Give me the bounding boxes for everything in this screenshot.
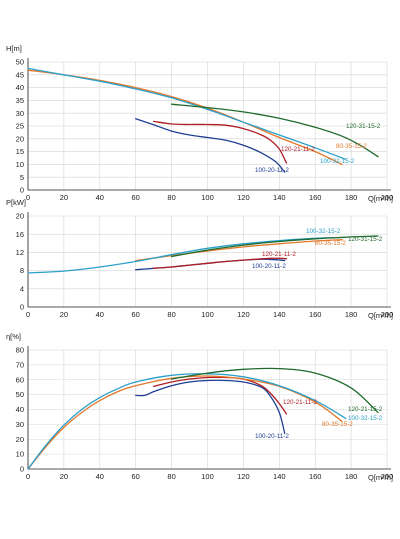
series-line-120-21-11-2 bbox=[152, 257, 288, 269]
x-tick-label: 0 bbox=[26, 193, 30, 202]
y-tick-label: 10 bbox=[16, 160, 24, 169]
curve-label-120-21-15-2: 120-21-15-2 bbox=[348, 406, 383, 413]
x-tick-label: 40 bbox=[96, 193, 104, 202]
y-tick-label: 12 bbox=[16, 248, 24, 257]
y-tick-label: 50 bbox=[16, 390, 24, 399]
x-tick-label: 200 bbox=[381, 310, 394, 319]
series-line-120-31-15-2 bbox=[170, 235, 379, 258]
series-line-80-35-15-2 bbox=[135, 239, 343, 262]
y-tick-label: 45 bbox=[16, 70, 24, 79]
x-tick-label: 180 bbox=[345, 472, 358, 481]
x-tick-label: 140 bbox=[273, 193, 286, 202]
y-tick-label: 20 bbox=[16, 134, 24, 143]
x-tick-label: 100 bbox=[201, 310, 214, 319]
y-tick-label: 0 bbox=[20, 465, 24, 474]
x-tick-label: 160 bbox=[309, 310, 322, 319]
x-tick-label: 40 bbox=[96, 310, 104, 319]
curve-label-120-21-11-2: 120-21-11-2 bbox=[283, 399, 317, 406]
x-tick-label: 80 bbox=[167, 193, 175, 202]
y-tick-label: 70 bbox=[16, 360, 24, 369]
y-tick-label: 40 bbox=[16, 405, 24, 414]
y-tick-label: 20 bbox=[16, 212, 24, 221]
x-tick-label: 80 bbox=[167, 472, 175, 481]
y-axis-label: H[m] bbox=[6, 44, 22, 53]
curve-label-80-35-15-2: 80-35-15-2 bbox=[315, 240, 346, 247]
y-axis-label: P[kW] bbox=[6, 198, 26, 207]
x-tick-label: 180 bbox=[345, 193, 358, 202]
series-line-120-31-15-2 bbox=[170, 103, 379, 158]
x-tick-label: 20 bbox=[60, 310, 68, 319]
y-tick-label: 30 bbox=[16, 420, 24, 429]
y-axis-label: η[%] bbox=[6, 332, 21, 341]
curve-label-120-31-15-2: 120-31-15-2 bbox=[348, 236, 383, 243]
x-tick-label: 0 bbox=[26, 310, 30, 319]
series-line-120-31-15-2 bbox=[170, 367, 379, 414]
x-tick-label: 20 bbox=[60, 193, 68, 202]
y-tick-label: 5 bbox=[20, 173, 24, 182]
y-tick-label: 25 bbox=[16, 122, 24, 131]
x-tick-label: 80 bbox=[167, 310, 175, 319]
y-tick-label: 0 bbox=[20, 186, 24, 195]
chart-panel-2: 0 20 40 60 80 100 120 140 160 180 200 0 4 8 12 16 20 P[kW… bbox=[6, 198, 393, 320]
curve-label-100-20-11-2: 100-20-11-2 bbox=[252, 263, 286, 270]
curve-label-100-32-15-2: 100-32-15-2 bbox=[306, 228, 341, 235]
curve-label-120-21-11-2: 120-21-11-2 bbox=[281, 146, 315, 153]
curve-label-100-20-11-2: 100-20-11-2 bbox=[255, 167, 289, 174]
x-tick-label: 160 bbox=[309, 193, 322, 202]
x-tick-label: 200 bbox=[381, 472, 394, 481]
x-tick-label: 120 bbox=[237, 310, 250, 319]
x-axis-label: Q[m³/h] bbox=[368, 311, 393, 320]
y-tick-label: 40 bbox=[16, 83, 24, 92]
series-line-100-20-11-2 bbox=[135, 118, 286, 173]
x-tick-label: 160 bbox=[309, 472, 322, 481]
y-tick-label: 8 bbox=[20, 266, 24, 275]
x-tick-label: 120 bbox=[237, 193, 250, 202]
y-tick-label: 15 bbox=[16, 147, 24, 156]
x-tick-label: 40 bbox=[96, 472, 104, 481]
curve-label-80-35-15-2: 80-35-15-2 bbox=[322, 421, 353, 428]
curve-label-100-32-15-2: 100-32-15-2 bbox=[320, 158, 355, 165]
x-tick-label: 140 bbox=[273, 472, 286, 481]
chart-panel-1: 0 20 40 60 80 100 120 140 160 180 200 0 5 10 15 20 25 30 3… bbox=[6, 44, 393, 203]
x-tick-label: 60 bbox=[132, 310, 140, 319]
y-tick-label: 30 bbox=[16, 109, 24, 118]
x-tick-label: 140 bbox=[273, 310, 286, 319]
x-tick-label: 100 bbox=[201, 193, 214, 202]
x-tick-label: 120 bbox=[237, 472, 250, 481]
series-line-120-21-11-2 bbox=[152, 120, 288, 164]
curve-label-120-21-11-2: 120-21-11-2 bbox=[262, 251, 296, 258]
chart-panel-3: 0 20 40 60 80 100 120 140 160 180 200 0 10 20 30 40 50 60… bbox=[6, 332, 393, 482]
y-tick-label: 10 bbox=[16, 450, 24, 459]
y-tick-label: 4 bbox=[20, 284, 24, 293]
x-tick-label: 0 bbox=[26, 472, 30, 481]
x-tick-label: 200 bbox=[381, 193, 394, 202]
y-tick-label: 16 bbox=[16, 230, 24, 239]
x-tick-label: 60 bbox=[132, 193, 140, 202]
y-tick-label: 0 bbox=[20, 303, 24, 312]
series-line-100-32-15-2 bbox=[27, 373, 347, 470]
series-line-80-35-15-2 bbox=[27, 375, 343, 470]
x-axis-label: Q[m³/h] bbox=[368, 194, 393, 203]
curve-label-120-31-15-2: 120-31-15-2 bbox=[346, 123, 381, 130]
x-tick-label: 180 bbox=[345, 310, 358, 319]
x-tick-label: 60 bbox=[132, 472, 140, 481]
series-line-100-32-15-2 bbox=[27, 236, 347, 274]
series-line-100-32-15-2 bbox=[27, 67, 347, 160]
x-tick-label: 100 bbox=[201, 472, 214, 481]
y-tick-label: 80 bbox=[16, 346, 24, 355]
y-tick-label: 20 bbox=[16, 435, 24, 444]
curve-label-100-32-15-2: 100-32-15-2 bbox=[348, 415, 383, 422]
y-tick-label: 35 bbox=[16, 96, 24, 105]
curve-label-100-20-11-2: 100-20-11-2 bbox=[255, 433, 289, 440]
series-line-100-20-11-2 bbox=[135, 379, 286, 434]
y-tick-label: 50 bbox=[16, 58, 24, 67]
curve-label-80-35-15-2: 80-35-15-2 bbox=[336, 143, 367, 150]
x-axis-label: Q[m³/h] bbox=[368, 473, 393, 482]
x-tick-label: 20 bbox=[60, 472, 68, 481]
y-tick-label: 60 bbox=[16, 375, 24, 384]
